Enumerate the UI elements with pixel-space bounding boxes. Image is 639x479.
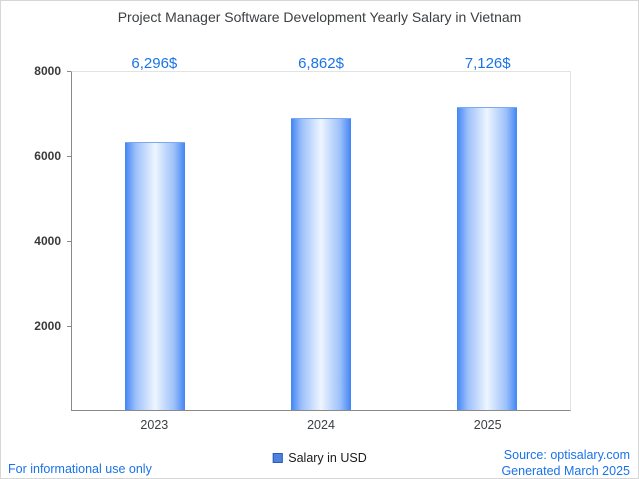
legend: Salary in USD [272, 451, 367, 465]
y-tick-mark [67, 71, 71, 72]
plot-area [71, 71, 571, 411]
value-labels-row: 6,296$ 6,862$ 7,126$ [71, 55, 571, 72]
x-label-2024: 2024 [307, 418, 335, 432]
source-block: Source: optisalary.com Generated March 2… [501, 447, 630, 478]
y-tick-mark [67, 156, 71, 157]
y-tick-label-6000: 6000 [34, 149, 61, 163]
source-link[interactable]: Source: optisalary.com [503, 448, 630, 462]
legend-label: Salary in USD [288, 451, 367, 465]
bar-slot-2025 [404, 72, 570, 410]
bar-2024 [291, 118, 351, 410]
y-tick-label-8000: 8000 [34, 64, 61, 78]
bar-slot-2023 [72, 72, 238, 410]
y-tick-label-4000: 4000 [34, 234, 61, 248]
generated-date: Generated March 2025 [501, 464, 630, 478]
x-label-2025: 2025 [473, 418, 502, 432]
bar-2025 [457, 107, 517, 410]
value-label-2024: 6,862$ [298, 55, 344, 72]
y-tick-mark [67, 326, 71, 327]
value-label-2025: 7,126$ [464, 55, 511, 72]
bar-slot-2024 [238, 72, 404, 410]
x-label-2023: 2023 [140, 418, 169, 432]
y-tick-mark [67, 241, 71, 242]
value-label-2023: 6,296$ [131, 55, 178, 72]
y-tick-label-2000: 2000 [34, 319, 61, 333]
legend-swatch-icon [272, 453, 283, 463]
x-axis-labels: 2023 2024 2025 [71, 418, 571, 432]
bar-2023 [125, 142, 185, 410]
informational-note: For informational use only [8, 462, 152, 476]
chart-title: Project Manager Software Development Yea… [117, 9, 522, 25]
